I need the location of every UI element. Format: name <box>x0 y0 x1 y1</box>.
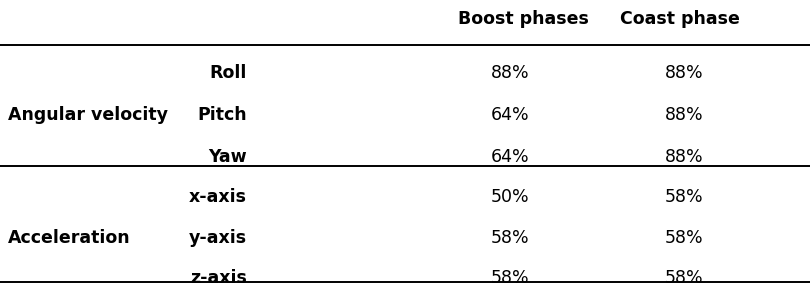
Text: Boost phases: Boost phases <box>458 10 589 28</box>
Text: Pitch: Pitch <box>198 106 247 124</box>
Text: 88%: 88% <box>665 148 704 166</box>
Text: z-axis: z-axis <box>190 269 247 287</box>
Text: 64%: 64% <box>491 148 530 166</box>
Text: 58%: 58% <box>665 229 704 247</box>
Text: 88%: 88% <box>665 65 704 82</box>
Text: Coast phase: Coast phase <box>620 10 740 28</box>
Text: 58%: 58% <box>665 188 704 206</box>
Text: x-axis: x-axis <box>189 188 247 206</box>
Text: 58%: 58% <box>491 229 530 247</box>
Text: 58%: 58% <box>665 269 704 287</box>
Text: 88%: 88% <box>665 106 704 124</box>
Text: 58%: 58% <box>491 269 530 287</box>
Text: Roll: Roll <box>210 65 247 82</box>
Text: Angular velocity: Angular velocity <box>8 106 168 124</box>
Text: Acceleration: Acceleration <box>8 229 130 247</box>
Text: y-axis: y-axis <box>189 229 247 247</box>
Text: 64%: 64% <box>491 106 530 124</box>
Text: Yaw: Yaw <box>208 148 247 166</box>
Text: 50%: 50% <box>491 188 530 206</box>
Text: 88%: 88% <box>491 65 530 82</box>
